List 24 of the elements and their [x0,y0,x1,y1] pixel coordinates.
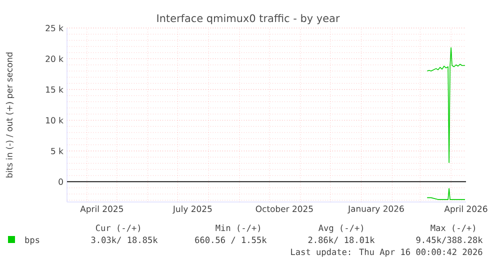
text: Last update: Thu Apr 16 00:00:42 2026 [291,248,482,257]
text: 660.56 / 1.55k [195,236,267,244]
y-tick-label: 25 k [46,24,64,32]
x-tick-label: July 2025 [172,206,212,214]
y-tick-label: 20 k [46,55,64,62]
chart-title: Interface qmimux0 traffic - by year [157,14,340,24]
y-tick-label: 10 k [46,116,64,124]
x-tick-label: April 2025 [80,206,123,214]
y-axis-title: bits in (-) / out (+) per second [6,52,14,178]
y-tick-label: 5 k [51,148,64,154]
text: 2.86k/ 18.01k [308,236,375,244]
x-tick-label: January 2026 [348,206,404,214]
text: 3.03k/ 18.85k [91,236,158,244]
x-tick-label: April 2026 [444,206,488,214]
legend-label: bps [25,236,40,245]
y-tick-label: 15 k [46,86,64,93]
text: Min (-/+) [216,224,260,232]
text: Max (-/+) [430,224,476,232]
text: Avg (-/+) [318,224,364,233]
text: 9.45k/388.28k [416,236,483,244]
y-tick-label: 0 [58,178,63,185]
text: Cur (-/+) [96,224,140,232]
x-tick-label: October 2025 [256,206,313,212]
line-series [426,47,466,164]
